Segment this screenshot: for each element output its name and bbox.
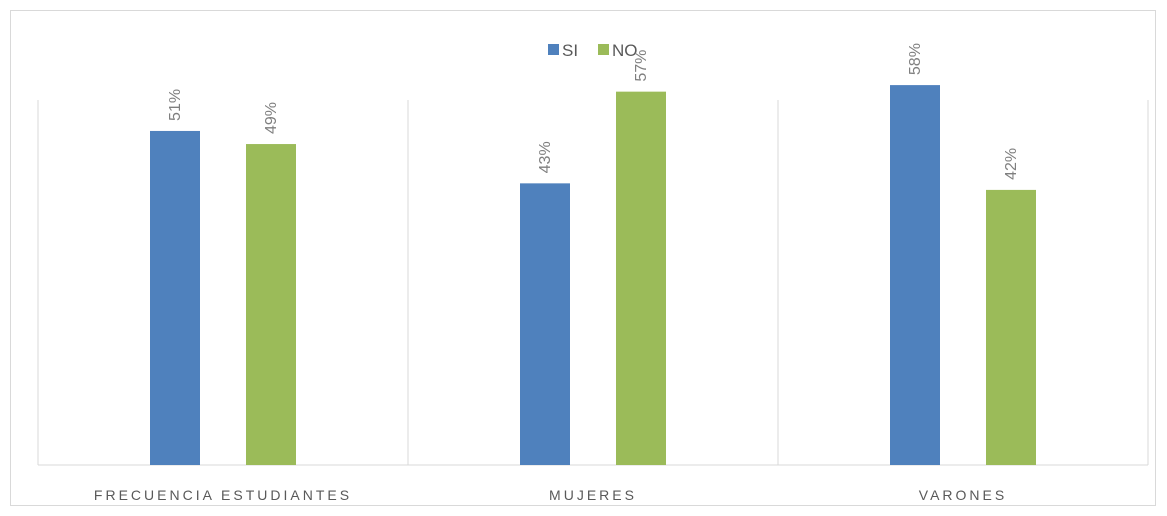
category-separators (37, 100, 1149, 466)
chart-frame (10, 10, 1156, 506)
bar-si (890, 85, 940, 465)
bar-si (150, 130, 200, 465)
legend-swatch-no (598, 44, 609, 55)
category-label: MUJERES (549, 487, 637, 503)
legend: SI NO (548, 41, 638, 60)
bar-no (616, 91, 666, 466)
category-label: VARONES (919, 487, 1007, 503)
category-labels: FRECUENCIA ESTUDIANTES MUJERES VARONES (94, 487, 1007, 503)
bar-si (520, 183, 570, 465)
category-label: FRECUENCIA ESTUDIANTES (94, 487, 352, 503)
data-label: 57% (633, 50, 650, 82)
bars (150, 85, 1036, 466)
data-labels: 51% 49% 43% 57% 58% 42% (167, 43, 1020, 180)
bar-no (986, 189, 1036, 465)
legend-swatch-si (548, 44, 559, 55)
bar-no (246, 144, 296, 466)
legend-label: SI (562, 41, 578, 60)
data-label: 43% (537, 141, 554, 173)
data-label: 49% (263, 102, 280, 134)
data-label: 42% (1003, 148, 1020, 180)
data-label: 51% (167, 89, 184, 121)
data-label: 58% (907, 43, 924, 75)
legend-label: NO (612, 41, 638, 60)
